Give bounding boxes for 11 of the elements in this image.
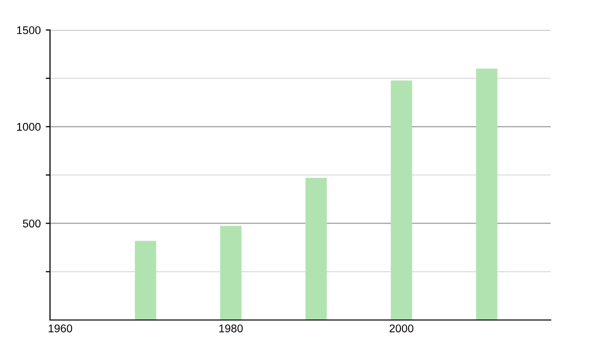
x-tick-label: 1960	[48, 324, 72, 332]
y-tick-label: 1000	[17, 122, 41, 131]
y-tick-label: 1500	[17, 26, 41, 34]
bar	[220, 226, 242, 320]
bar	[476, 68, 498, 320]
x-tick-label: 2000	[390, 324, 414, 332]
y-tick-label: 500	[22, 220, 41, 228]
bar	[305, 178, 327, 320]
bar	[390, 80, 412, 320]
x-tick-label: 1980	[219, 324, 243, 332]
bar	[134, 240, 156, 320]
